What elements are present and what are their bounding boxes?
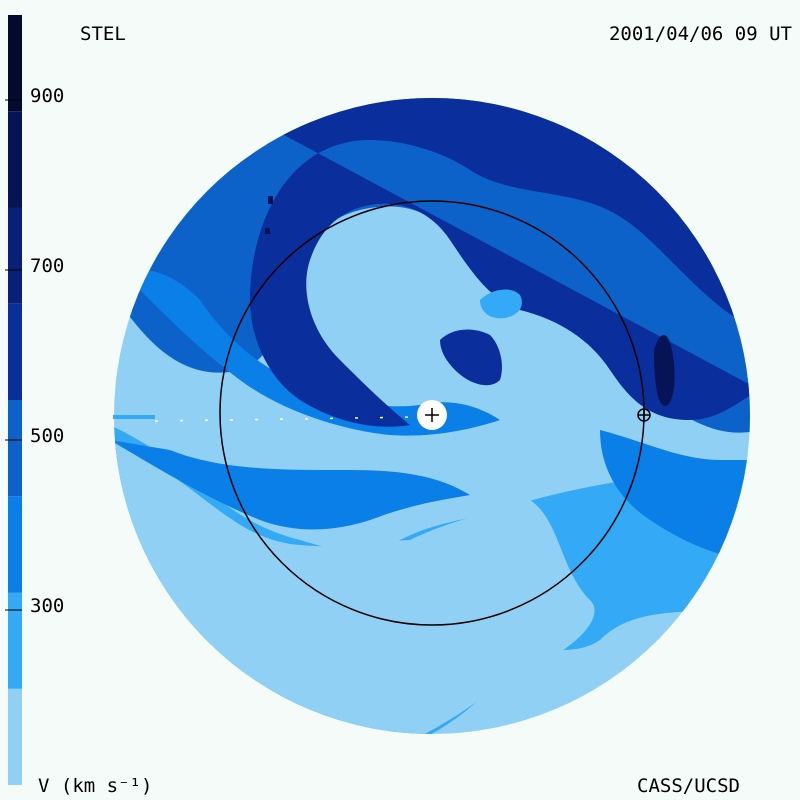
band-400-500-west (114, 440, 470, 530)
colorbar-tick-label: 500 (30, 425, 64, 447)
band-600-700-core (440, 329, 502, 386)
timestamp-label: 2001/04/06 09 UT (609, 23, 792, 45)
colorbar-bands (8, 15, 22, 785)
band-800-900-core (654, 335, 675, 406)
colorbar-band-600-700 (8, 303, 22, 400)
scan-streak (113, 415, 155, 419)
colorbar-tick-label: 700 (30, 255, 64, 277)
band-300-400-blob (480, 289, 522, 319)
colorbar-band-500-600 (8, 400, 22, 497)
colorbar-band-400-500 (8, 496, 22, 593)
colorbar-band-800-900 (8, 111, 22, 208)
colorbar-band-700-800 (8, 207, 22, 304)
band-400-500 (600, 430, 750, 560)
velocity-disk (113, 98, 750, 734)
source-label: STEL (80, 23, 126, 45)
colorbar-unit-label: V (km s⁻¹) (38, 775, 152, 797)
colorbar-tick-label: 900 (30, 85, 64, 107)
colorbar: 900 700 500 300 (5, 15, 64, 785)
band-slow-island (470, 452, 511, 490)
credit-label: CASS/UCSD (637, 775, 740, 797)
colorbar-tick-label: 300 (30, 595, 64, 617)
earth-marker (637, 408, 651, 422)
colorbar-band-200-300 (8, 688, 22, 785)
colorbar-band-900-1000 (8, 15, 22, 112)
band-600-700 (200, 98, 750, 427)
colorbar-band-300-400 (8, 592, 22, 689)
band-800-900-specks (265, 196, 273, 234)
